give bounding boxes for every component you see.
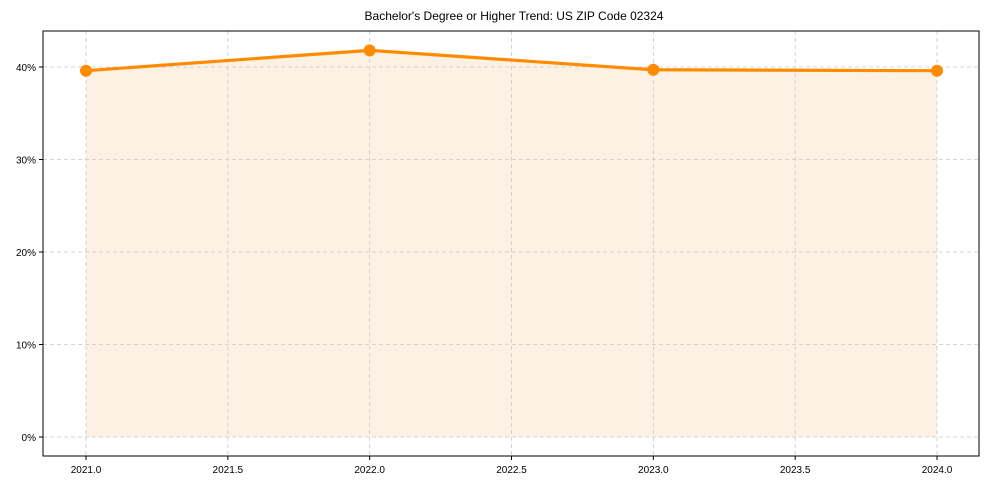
data-point (363, 44, 376, 57)
y-tick-label: 20% (16, 248, 36, 259)
x-tick-label: 2022.0 (354, 465, 385, 476)
x-tick-label: 2024.0 (922, 465, 953, 476)
plot-area: 2021.0 2021.5 2022.0 2022.5 2023.0 2023.5 2024… (16, 30, 980, 476)
chart-title: Bachelor's Degree or Higher Trend: US ZI… (365, 9, 664, 23)
y-tick-label: 10% (16, 341, 36, 352)
x-tick-label: 2022.5 (496, 465, 527, 476)
data-point (647, 63, 660, 76)
x-tick-label: 2021.5 (213, 465, 244, 476)
x-tick-label: 2023.0 (638, 465, 669, 476)
y-tick-label: 0% (22, 433, 37, 444)
data-point (80, 64, 92, 77)
data-point (931, 64, 943, 77)
y-tick-label: 40% (16, 63, 36, 74)
x-tick-label: 2021.0 (71, 465, 102, 476)
data-line (85, 48, 938, 73)
y-tick-label: 30% (16, 156, 36, 167)
x-tick-label: 2023.5 (780, 465, 811, 476)
